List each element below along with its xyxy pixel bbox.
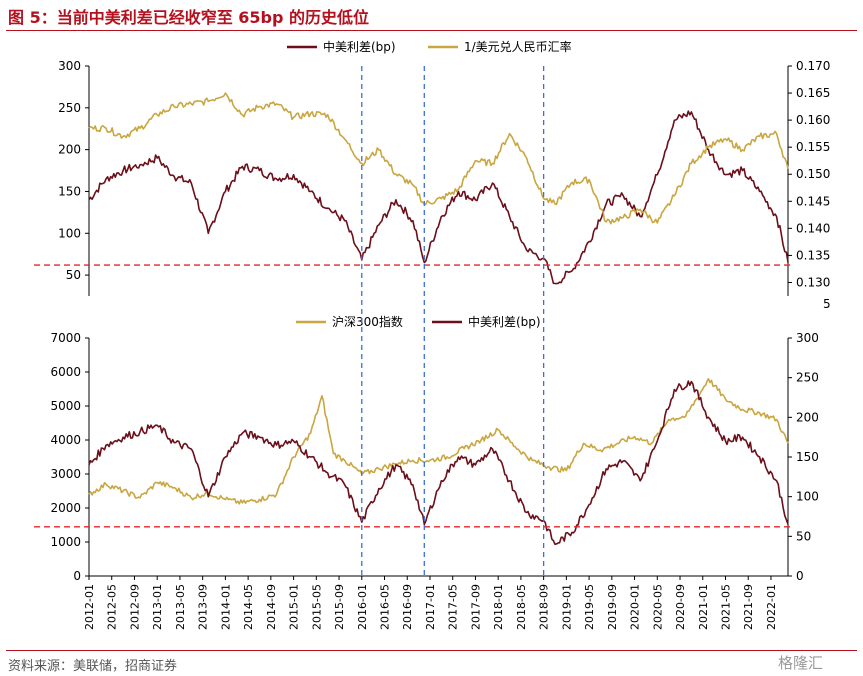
y-tick-left-label: 4000	[50, 433, 81, 447]
y-tick-right-label: 0.150	[796, 167, 830, 181]
y-tick-right-label: 0.140	[796, 221, 830, 235]
y-tick-left-label: 100	[58, 226, 81, 240]
y-tick-right-label: 0.155	[796, 140, 830, 154]
x-tick-label: 2013-01	[151, 584, 164, 630]
y-tick-right-label: 0.145	[796, 194, 830, 208]
x-tick-label: 2017-09	[469, 584, 482, 630]
y-tick-right-label: 50	[796, 529, 811, 543]
x-tick-label: 2015-09	[333, 584, 346, 630]
y-tick-left-label: 7000	[50, 331, 81, 345]
title-rule	[6, 30, 857, 31]
partial-tick-label: 5	[823, 297, 831, 311]
series-line-other	[88, 92, 789, 225]
legend-label: 中美利差(bp)	[323, 39, 396, 54]
x-tick-label: 2014-01	[219, 584, 232, 630]
x-tick-label: 2013-05	[174, 584, 187, 630]
x-tick-label: 2016-09	[401, 584, 414, 630]
y-tick-right-label: 0.170	[796, 59, 830, 73]
y-tick-left-label: 5000	[50, 399, 81, 413]
x-tick-label: 2013-09	[197, 584, 210, 630]
series-line-other	[88, 378, 789, 505]
x-tick-label: 2012-09	[128, 584, 141, 630]
x-tick-label: 2017-05	[447, 584, 460, 630]
x-tick-label: 2021-05	[719, 584, 732, 630]
y-tick-left-label: 1000	[50, 535, 81, 549]
x-tick-label: 2018-09	[538, 584, 551, 630]
x-tick-label: 2016-05	[379, 584, 392, 630]
x-tick-label: 2012-01	[83, 584, 96, 630]
y-tick-left-label: 150	[58, 184, 81, 198]
x-tick-label: 2017-01	[424, 584, 437, 630]
x-tick-label: 2019-09	[606, 584, 619, 630]
bottom-chart: 7000600050004000300020001000030025020015…	[34, 314, 819, 583]
x-tick-label: 2019-05	[583, 584, 596, 630]
x-tick-label: 2020-01	[629, 584, 642, 630]
y-tick-right-label: 0	[796, 569, 804, 583]
watermark-logo: 格隆汇	[778, 654, 824, 672]
y-tick-right-label: 250	[796, 371, 819, 385]
x-tick-label: 2014-05	[242, 584, 255, 630]
series-line-spread	[88, 380, 789, 546]
x-tick-label: 2020-05	[651, 584, 664, 630]
x-tick-label: 2021-01	[697, 584, 710, 630]
y-tick-left-label: 3000	[50, 467, 81, 481]
y-tick-right-label: 0.160	[796, 113, 830, 127]
legend-label: 沪深300指数	[332, 314, 403, 329]
y-tick-left-label: 250	[58, 101, 81, 115]
source-note: 资料来源：美联储，招商证券	[8, 659, 178, 674]
y-tick-right-label: 0.135	[796, 248, 830, 262]
x-tick-label: 2012-05	[106, 584, 119, 630]
top-chart: 300 250 200 150 100 50 0.170 0.165 0.160 0.155 0.1…	[34, 39, 831, 311]
legend-label: 1/美元兑人民币汇率	[464, 39, 572, 54]
figure-title: 图 5：当前中美利差已经收窄至 65bp 的历史低位	[8, 8, 370, 27]
y-tick-left-label: 2000	[50, 501, 81, 515]
y-tick-right-label: 100	[796, 490, 819, 504]
y-tick-left-label: 200	[58, 143, 81, 157]
y-tick-right-label: 0.165	[796, 86, 830, 100]
y-tick-left-label: 0	[73, 569, 81, 583]
x-tick-label: 2022-01	[765, 584, 778, 630]
x-tick-label: 2020-09	[674, 584, 687, 630]
x-tick-label: 2018-01	[492, 584, 505, 630]
legend-label: 中美利差(bp)	[468, 314, 541, 329]
x-tick-label: 2019-01	[560, 584, 573, 630]
y-tick-left-label: 300	[58, 59, 81, 73]
x-tick-label: 2021-09	[742, 584, 755, 630]
y-tick-right-label: 300	[796, 331, 819, 345]
shared-overlays: 2012-01 2012-05 2012-09 2013-01 2013-05 2013-…	[83, 66, 778, 630]
y-tick-right-label: 200	[796, 410, 819, 424]
x-tick-label: 2018-05	[515, 584, 528, 630]
x-tick-label: 2015-01	[288, 584, 301, 630]
x-tick-label: 2016-01	[356, 584, 369, 630]
x-tick-label: 2014-09	[265, 584, 278, 630]
y-tick-right-label: 0.130	[796, 275, 830, 289]
y-tick-left-label: 50	[66, 268, 81, 282]
bottom-rule	[6, 650, 857, 651]
y-tick-right-label: 150	[796, 450, 819, 464]
series-line-spread	[88, 110, 789, 285]
y-tick-left-label: 6000	[50, 365, 81, 379]
x-tick-label: 2015-05	[310, 584, 323, 630]
